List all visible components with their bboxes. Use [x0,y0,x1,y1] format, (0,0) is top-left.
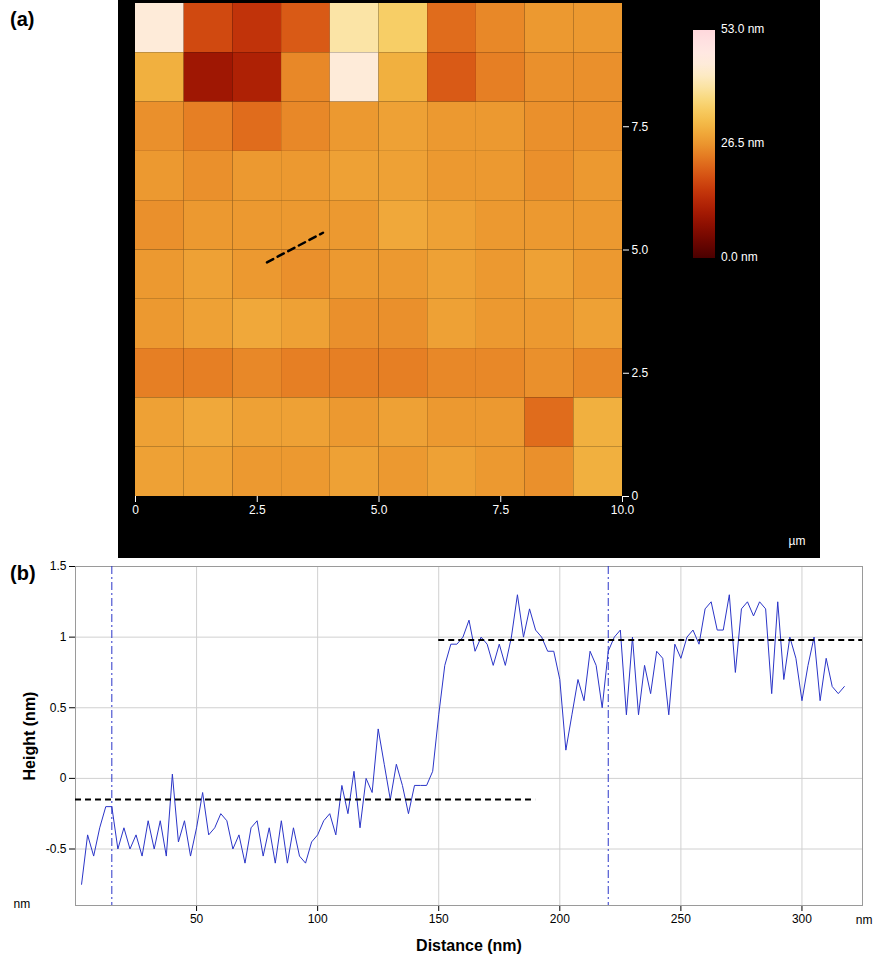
svg-text:0: 0 [132,503,139,517]
svg-text:2.5: 2.5 [632,366,649,380]
svg-text:1: 1 [60,630,67,644]
svg-text:nm: nm [14,897,31,911]
svg-text:µm: µm [789,534,806,548]
svg-text:2.5: 2.5 [249,503,266,517]
svg-text:5.0: 5.0 [371,503,388,517]
svg-text:1.5: 1.5 [50,559,67,573]
svg-text:26.5 nm: 26.5 nm [721,136,764,150]
svg-text:53.0 nm: 53.0 nm [721,22,764,36]
svg-text:7.5: 7.5 [632,120,649,134]
svg-text:300: 300 [792,912,812,926]
svg-text:10.0: 10.0 [611,503,635,517]
svg-text:Distance (nm): Distance (nm) [416,937,522,954]
svg-text:7.5: 7.5 [492,503,509,517]
svg-text:250: 250 [671,912,691,926]
svg-text:0.0 nm: 0.0 nm [721,250,758,264]
svg-text:Height (nm): Height (nm) [21,692,38,781]
svg-text:-0.5: -0.5 [46,842,67,856]
svg-text:50: 50 [190,912,204,926]
svg-text:0: 0 [632,489,639,503]
svg-text:0: 0 [60,771,67,785]
svg-text:0.5: 0.5 [50,701,67,715]
svg-text:nm: nm [856,913,873,927]
svg-text:200: 200 [550,912,570,926]
svg-text:100: 100 [308,912,328,926]
svg-text:150: 150 [429,912,449,926]
html-text:(a): (a) [10,8,35,30]
html-text:(b): (b) [10,562,36,584]
svg-text:5.0: 5.0 [632,243,649,257]
